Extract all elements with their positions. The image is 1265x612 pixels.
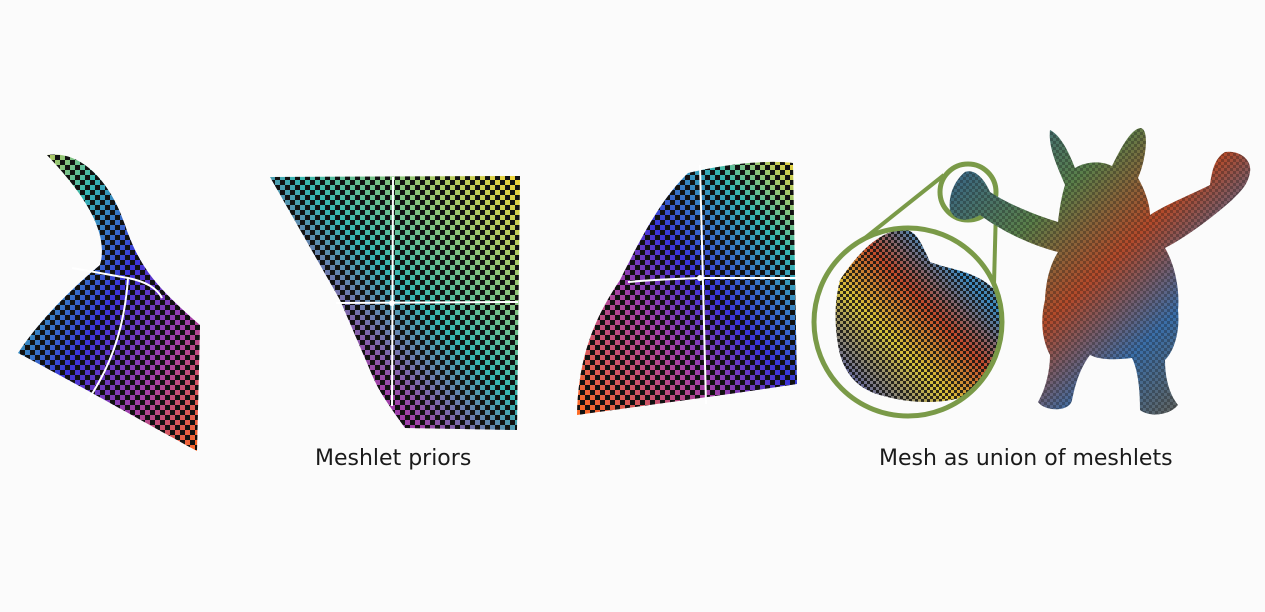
meshlet-prior-bent bbox=[577, 161, 797, 415]
caption-meshlet-priors: Meshlet priors bbox=[315, 446, 472, 471]
meshlet-prior-curled bbox=[18, 154, 200, 451]
armadillo-mesh bbox=[949, 128, 1251, 415]
meshlet-prior-flat bbox=[270, 176, 520, 430]
zoom-inset bbox=[811, 161, 1005, 419]
caption-mesh-union: Mesh as union of meshlets bbox=[879, 446, 1173, 471]
